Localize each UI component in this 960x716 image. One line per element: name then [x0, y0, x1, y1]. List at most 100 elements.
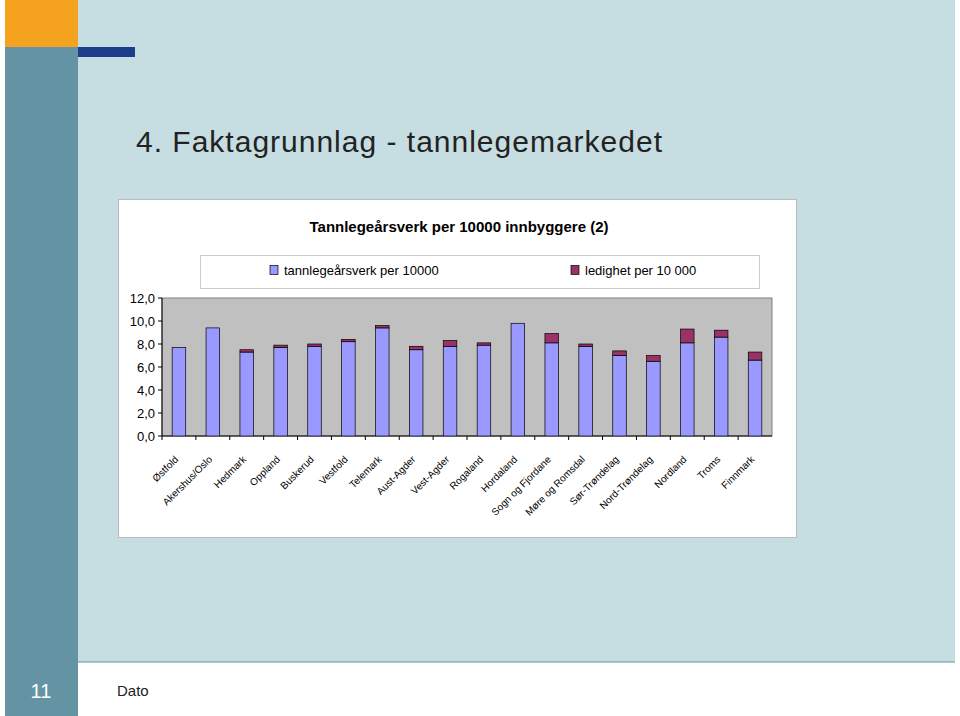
- x-tick: [365, 436, 366, 440]
- bar-segment: [477, 345, 491, 436]
- bar-segment: [240, 350, 254, 352]
- bar-segment: [274, 347, 288, 436]
- x-tick: [568, 436, 569, 440]
- bar-segment: [172, 347, 186, 348]
- bar-segment: [477, 343, 491, 345]
- legend-swatch: [571, 266, 579, 275]
- y-tick: [158, 390, 162, 391]
- x-tick: [195, 436, 196, 440]
- x-tick-label: Nordland: [652, 454, 688, 490]
- corner-block: [5, 0, 78, 47]
- x-tick-label: Vestfold: [317, 454, 350, 487]
- y-tick: [158, 436, 162, 437]
- x-tick: [263, 436, 264, 440]
- page-number: 11: [31, 680, 52, 702]
- x-tick-label: Østfold: [150, 454, 180, 484]
- x-tick: [534, 436, 535, 440]
- slide-bg: [0, 0, 960, 716]
- bar-segment: [579, 346, 593, 436]
- plot-area: [162, 298, 772, 436]
- legend-swatch: [270, 266, 278, 275]
- y-tick-label: 0,0: [137, 429, 155, 444]
- bar-segment: [409, 350, 423, 436]
- bar-segment: [206, 327, 220, 328]
- x-tick-label: Akershus/Oslo: [160, 453, 214, 507]
- footer-text: Dato: [117, 682, 149, 699]
- bar-segment: [613, 351, 627, 356]
- x-tick-label: Oppland: [248, 454, 283, 489]
- y-tick: [158, 321, 162, 322]
- bar-segment: [274, 345, 288, 347]
- bar-segment: [206, 328, 220, 436]
- x-tick: [331, 436, 332, 440]
- bar-segment: [748, 360, 762, 436]
- x-tick-label: Troms: [695, 454, 723, 482]
- bar-segment: [748, 352, 762, 360]
- x-tick: [636, 436, 637, 440]
- x-tick: [162, 436, 163, 440]
- bar-segment: [443, 346, 457, 436]
- x-tick: [500, 436, 501, 440]
- slide-panel: [5, 0, 955, 662]
- x-tick: [433, 436, 434, 440]
- bar-segment: [308, 346, 322, 436]
- chart-title: Tannlegeårsverk per 10000 innbyggere (2): [309, 218, 608, 235]
- bar-segment: [511, 323, 525, 324]
- y-tick: [158, 298, 162, 299]
- y-tick-label: 6,0: [137, 360, 155, 375]
- bar-segment: [240, 352, 254, 436]
- bar-segment: [681, 329, 695, 343]
- x-tick: [738, 436, 739, 440]
- x-tick: [467, 436, 468, 440]
- x-tick-label: Sogn og Fjordane: [489, 453, 553, 517]
- x-tick-label: Buskerud: [278, 454, 316, 492]
- bar-segment: [376, 326, 390, 328]
- x-tick: [670, 436, 671, 440]
- x-tick-label: Vest-Agder: [409, 453, 452, 496]
- bar-segment: [579, 344, 593, 346]
- page-box: [5, 662, 78, 716]
- y-tick-label: 2,0: [137, 406, 155, 421]
- x-tick-label: Møre og Romsdal: [523, 454, 587, 518]
- bar-segment: [443, 341, 457, 347]
- legend-label: tannlegeårsverk per 10000: [284, 263, 439, 278]
- y-tick: [158, 367, 162, 368]
- slide: 4. Faktagrunnlag - tannlegemarkedet 11 Dat…: [0, 0, 960, 716]
- x-tick-label: Nord-Trøndelag: [597, 454, 654, 511]
- legend-box: [201, 256, 760, 289]
- accent-bar: [78, 47, 135, 57]
- bar-segment: [647, 361, 661, 436]
- x-tick-label: Finnmark: [719, 453, 757, 491]
- bar-segment: [613, 356, 627, 437]
- x-tick: [229, 436, 230, 440]
- bar-segment: [545, 343, 559, 436]
- x-tick: [297, 436, 298, 440]
- bar-segment: [545, 334, 559, 343]
- x-tick: [602, 436, 603, 440]
- legend: tannlegeårsverk per 10000 ledighet per 10…: [201, 256, 760, 289]
- y-tick-label: 4,0: [137, 383, 155, 398]
- bar-segment: [308, 344, 322, 346]
- bar-segment: [647, 356, 661, 362]
- legend-label: ledighet per 10 000: [585, 263, 696, 278]
- bar-segment: [172, 347, 186, 436]
- bar-segment: [409, 346, 423, 349]
- x-tick: [704, 436, 705, 440]
- bar-segment: [511, 323, 525, 436]
- y-tick-label: 10,0: [130, 314, 155, 329]
- chart-area: [119, 200, 797, 538]
- footer-bar: [5, 662, 955, 716]
- side-bar: [5, 0, 78, 716]
- bar-segment: [342, 339, 356, 341]
- bar-segment: [342, 342, 356, 436]
- bar-segment: [376, 328, 390, 436]
- y-tick-label: 12,0: [130, 291, 155, 306]
- y-tick: [158, 344, 162, 345]
- y-tick-label: 8,0: [137, 337, 155, 352]
- slide-title: 4. Faktagrunnlag - tannlegemarkedet: [136, 125, 663, 158]
- bar-segment: [681, 343, 695, 436]
- footer-line: [5, 662, 955, 663]
- bar-segment: [714, 337, 728, 436]
- x-tick-label: Hedmark: [212, 453, 249, 490]
- y-tick: [158, 413, 162, 414]
